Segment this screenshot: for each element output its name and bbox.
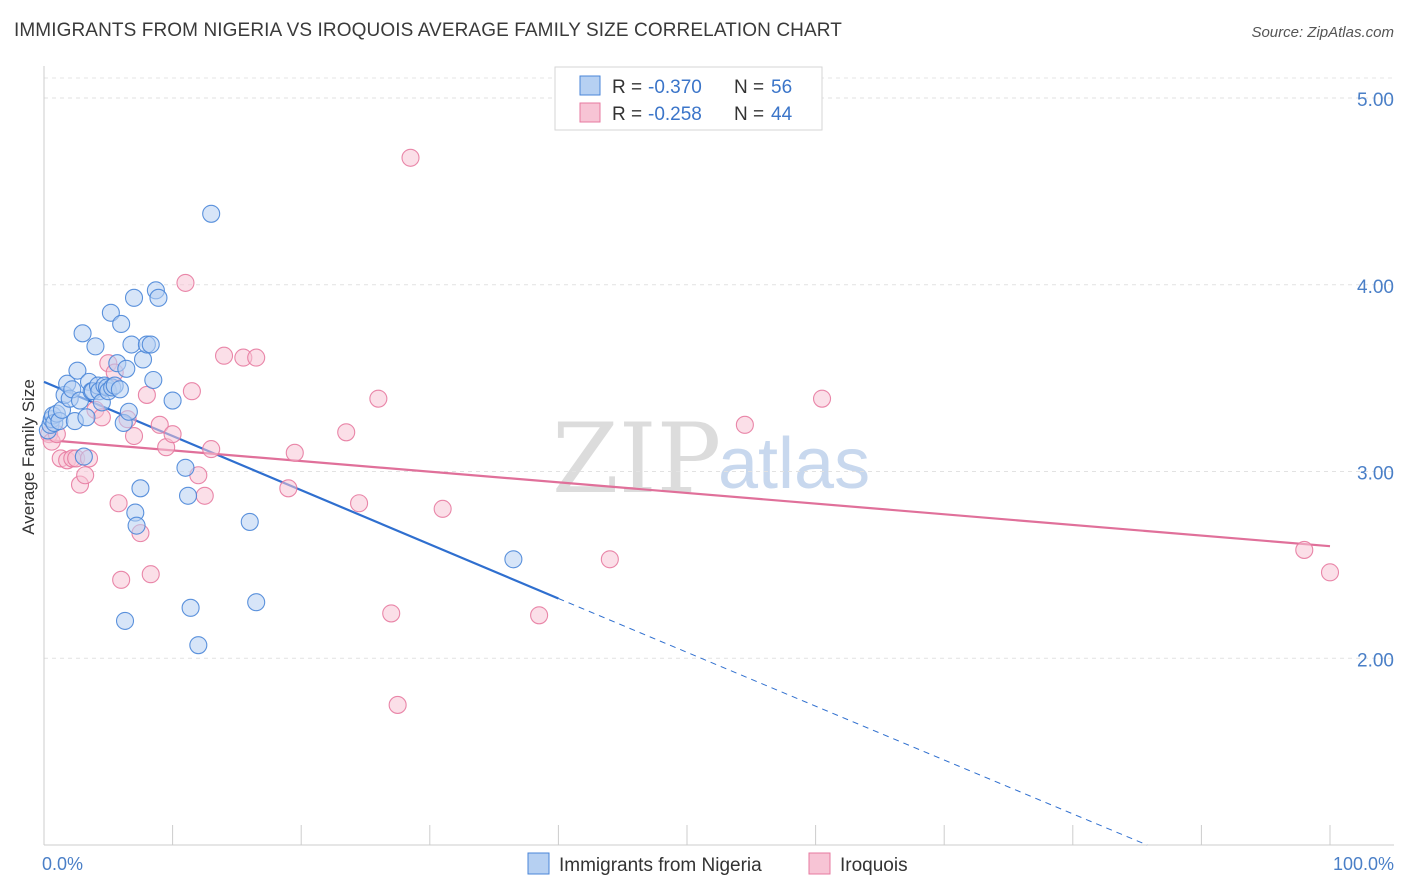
point-nigeria-49 (163, 391, 182, 410)
point-nigeria-39 (124, 288, 144, 307)
point-nigeria-51 (178, 486, 198, 505)
legend-n-value-1: 56 (771, 77, 792, 98)
legend-r-value-1: -0.370 (648, 77, 702, 98)
point-iroquois-25 (182, 382, 201, 401)
legend-n-label-2: N = (734, 104, 764, 125)
point-nigeria-43 (133, 350, 153, 369)
point-nigeria-33 (112, 314, 131, 334)
point-nigeria-16 (74, 447, 93, 466)
legend-n-value-2: 44 (771, 104, 793, 125)
series-legend-label-iroquois: Iroquois (840, 855, 908, 876)
point-iroquois-20 (141, 565, 160, 584)
point-nigeria-54 (202, 204, 221, 223)
trend-line-nigeria-extension (558, 598, 1148, 846)
point-iroquois-31 (247, 348, 266, 367)
x-tick-label-min: 0.0% (42, 854, 83, 874)
point-nigeria-52 (181, 598, 200, 617)
point-iroquois-45 (1295, 540, 1314, 559)
point-iroquois-42 (600, 550, 619, 569)
point-iroquois-36 (369, 389, 388, 408)
point-nigeria-36 (117, 359, 136, 378)
correlation-legend: R = -0.370 N = 56 R = -0.258 N = 44 (554, 66, 823, 131)
point-iroquois-46 (1320, 563, 1340, 582)
point-nigeria-55 (240, 512, 259, 531)
legend-r-value-2: -0.258 (648, 104, 702, 125)
legend-n-label-1: N = (734, 77, 764, 98)
point-nigeria-50 (176, 458, 195, 477)
point-nigeria-41 (127, 516, 146, 535)
point-iroquois-43 (735, 415, 754, 434)
series-legend-label-nigeria: Immigrants from Nigeria (559, 855, 762, 876)
point-iroquois-8 (76, 466, 95, 485)
point-iroquois-24 (176, 273, 195, 292)
point-iroquois-35 (350, 494, 369, 513)
series-legend: Immigrants from Nigeria Iroquois (527, 852, 908, 876)
legend-r-label-1: R = (612, 77, 642, 98)
y-axis-label: Average Family Size (19, 379, 38, 535)
y-tick-labels: 2.00 3.00 4.00 5.00 (1357, 90, 1394, 671)
legend-swatch-blue (579, 75, 601, 96)
point-nigeria-57 (504, 550, 523, 569)
legend-r-label-2: R = (612, 104, 642, 125)
point-nigeria-45 (141, 335, 160, 354)
point-iroquois-41 (530, 606, 549, 625)
point-nigeria-56 (247, 593, 266, 612)
series-legend-swatch-iroquois (808, 852, 831, 875)
x-tick-label-max: 100.0% (1333, 854, 1394, 874)
point-nigeria-21 (86, 337, 105, 356)
point-nigeria-35 (115, 611, 135, 630)
point-iroquois-28 (202, 440, 221, 459)
watermark-zip: ZIP (552, 403, 721, 515)
point-nigeria-32 (110, 380, 129, 399)
y-tick-label-1: 3.00 (1357, 464, 1394, 485)
point-iroquois-19 (137, 385, 156, 404)
grid-lines (44, 77, 1394, 659)
point-nigeria-46 (144, 370, 163, 390)
y-tick-label-2: 4.00 (1357, 277, 1394, 298)
point-iroquois-34 (337, 423, 356, 442)
watermark-atlas: atlas (718, 424, 870, 504)
trend-line-iroquois (43, 438, 1331, 548)
point-iroquois-14 (109, 494, 128, 513)
point-iroquois-40 (433, 499, 452, 518)
point-iroquois-23 (163, 425, 182, 444)
point-nigeria-13 (68, 361, 87, 380)
point-iroquois-39 (401, 148, 420, 167)
chart-title: IMMIGRANTS FROM NIGERIA VS IROQUOIS AVER… (14, 20, 842, 41)
point-iroquois-33 (285, 443, 304, 462)
point-iroquois-38 (388, 695, 407, 714)
point-nigeria-28 (101, 303, 120, 322)
point-iroquois-15 (112, 570, 131, 589)
point-iroquois-17 (124, 426, 144, 446)
point-iroquois-44 (812, 389, 832, 408)
axes (43, 66, 1394, 846)
point-iroquois-21 (150, 415, 169, 434)
point-nigeria-15 (73, 324, 92, 343)
point-iroquois-37 (382, 604, 401, 623)
point-nigeria-17 (77, 408, 96, 427)
point-iroquois-27 (195, 486, 214, 505)
point-nigeria-37 (119, 402, 138, 421)
point-nigeria-48 (149, 288, 168, 307)
legend-swatch-pink (579, 102, 601, 123)
y-tick-label-3: 5.00 (1357, 90, 1394, 111)
data-points (38, 148, 1340, 714)
point-nigeria-42 (131, 479, 150, 498)
point-nigeria-53 (189, 636, 208, 655)
point-iroquois-32 (279, 479, 298, 498)
point-nigeria-38 (122, 335, 141, 354)
chart-source: Source: ZipAtlas.com (1251, 24, 1394, 41)
series-legend-swatch-nigeria (527, 852, 550, 875)
y-tick-label-0: 2.00 (1357, 650, 1394, 671)
point-iroquois-29 (214, 346, 234, 365)
